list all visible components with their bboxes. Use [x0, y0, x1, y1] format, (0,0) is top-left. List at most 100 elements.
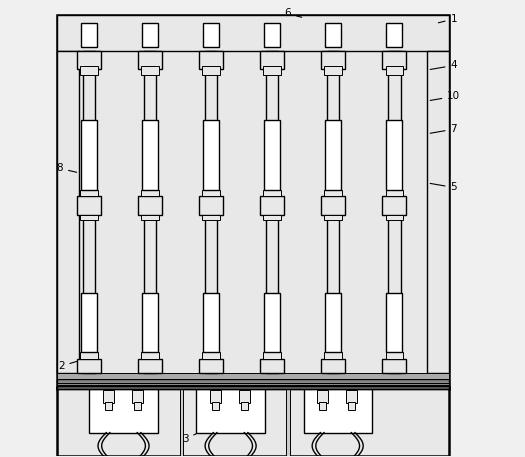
Bar — [210, 390, 221, 403]
Text: 5: 5 — [430, 182, 457, 192]
Bar — [141, 352, 159, 359]
Bar — [321, 51, 345, 69]
Bar — [199, 359, 223, 373]
Bar — [317, 390, 328, 403]
Bar — [57, 379, 449, 389]
Bar — [77, 51, 101, 69]
Bar — [264, 352, 281, 359]
Bar — [348, 402, 355, 410]
Bar — [57, 15, 449, 389]
Bar — [324, 66, 342, 74]
Bar — [141, 215, 159, 220]
Bar — [141, 190, 159, 196]
Bar — [142, 293, 158, 352]
Bar — [264, 120, 280, 190]
Bar — [57, 386, 449, 389]
Bar — [388, 51, 401, 373]
Bar — [303, 389, 372, 433]
Bar — [326, 120, 341, 190]
Bar — [321, 196, 345, 215]
Bar — [386, 293, 402, 352]
Bar — [240, 402, 248, 410]
Text: 10: 10 — [430, 91, 460, 101]
Bar — [199, 51, 223, 69]
Bar — [105, 402, 112, 410]
Bar — [260, 196, 285, 215]
Bar — [324, 352, 342, 359]
Text: 1: 1 — [438, 14, 457, 24]
Bar — [80, 352, 98, 359]
Bar — [427, 51, 449, 373]
Bar — [81, 293, 97, 352]
Bar — [260, 51, 285, 69]
Bar — [80, 66, 98, 74]
Bar — [382, 51, 406, 69]
Text: 3: 3 — [182, 434, 196, 444]
Bar — [203, 293, 219, 352]
Bar — [264, 66, 281, 74]
Bar — [385, 190, 403, 196]
Bar — [319, 402, 326, 410]
Bar — [77, 196, 101, 215]
Bar — [324, 215, 342, 220]
Bar — [286, 389, 290, 456]
Bar — [327, 51, 340, 373]
Bar — [57, 383, 449, 385]
Bar — [89, 389, 158, 433]
Bar — [202, 352, 219, 359]
Bar — [199, 196, 223, 215]
Bar — [132, 390, 143, 403]
Text: 4: 4 — [430, 60, 457, 70]
Bar — [266, 51, 278, 373]
Bar — [138, 359, 162, 373]
Bar — [77, 359, 101, 373]
Bar — [203, 22, 219, 47]
Bar — [385, 215, 403, 220]
Bar — [81, 120, 97, 190]
Bar — [386, 120, 402, 190]
Bar — [202, 215, 219, 220]
Bar — [202, 66, 219, 74]
Bar — [239, 390, 250, 403]
Text: 2: 2 — [58, 361, 77, 371]
Bar — [57, 373, 449, 379]
Bar — [205, 51, 217, 373]
Bar — [138, 196, 162, 215]
Bar — [142, 22, 158, 47]
Bar — [264, 293, 280, 352]
Bar — [80, 190, 98, 196]
Bar — [57, 15, 449, 51]
Bar — [346, 390, 357, 403]
Bar — [196, 389, 265, 433]
Bar — [212, 402, 219, 410]
Bar — [260, 359, 285, 373]
Bar — [385, 352, 403, 359]
Bar — [81, 22, 97, 47]
Text: 8: 8 — [57, 163, 77, 173]
Text: 6: 6 — [284, 8, 302, 18]
Bar — [382, 196, 406, 215]
Bar — [324, 190, 342, 196]
Bar — [141, 66, 159, 74]
Bar — [57, 51, 79, 373]
Text: 7: 7 — [430, 124, 457, 134]
Bar — [386, 22, 402, 47]
Bar — [264, 22, 280, 47]
Bar — [203, 120, 219, 190]
Bar — [321, 359, 345, 373]
Bar — [82, 51, 96, 373]
Bar — [142, 120, 158, 190]
Bar — [385, 66, 403, 74]
Bar — [138, 51, 162, 69]
Bar — [57, 387, 449, 456]
Bar — [80, 215, 98, 220]
Bar — [382, 359, 406, 373]
Bar — [143, 51, 156, 373]
Bar — [326, 22, 341, 47]
Bar — [133, 402, 141, 410]
Bar — [202, 190, 219, 196]
Bar — [264, 215, 281, 220]
Bar — [103, 390, 114, 403]
Bar — [326, 293, 341, 352]
Bar — [264, 190, 281, 196]
